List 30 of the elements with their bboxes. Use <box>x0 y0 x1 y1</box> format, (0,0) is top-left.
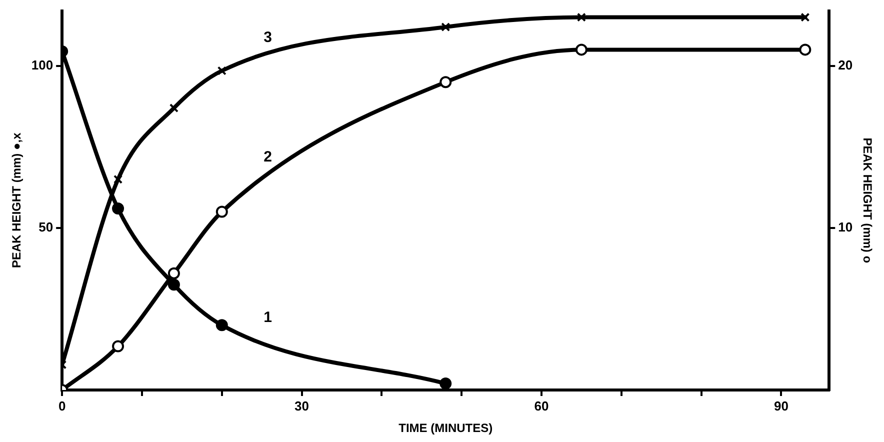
point <box>800 12 810 22</box>
y-tick-label: 50 <box>38 220 54 235</box>
x-tick-label: 0 <box>58 398 66 414</box>
y-axis-title: PEAK HEIGHT (mm) ●,x <box>10 132 24 268</box>
x-tick-label: 60 <box>534 398 549 414</box>
point <box>217 66 226 76</box>
y2-axis-title: PEAK HEIGHT (mm) o <box>860 138 874 264</box>
point <box>169 103 178 113</box>
point <box>112 202 124 215</box>
point <box>112 340 124 352</box>
point <box>168 267 180 280</box>
x-tick-label: 30 <box>294 398 310 414</box>
point <box>168 278 180 291</box>
point <box>440 378 452 390</box>
x-tick-label: 90 <box>774 398 788 414</box>
series-label: 3 <box>264 28 272 46</box>
point <box>216 206 228 218</box>
point <box>113 174 123 184</box>
y-tick-label: 100 <box>31 57 54 72</box>
point <box>440 76 452 88</box>
y2-tick-label: 20 <box>838 57 853 72</box>
point <box>216 319 228 332</box>
series-label: 1 <box>264 308 272 326</box>
point <box>799 44 812 56</box>
point <box>441 22 450 32</box>
point <box>576 12 586 22</box>
point <box>575 44 588 56</box>
y2-tick-label: 10 <box>838 220 853 235</box>
series-label: 2 <box>264 148 272 166</box>
x-axis-title: TIME (MINUTES) <box>398 421 493 436</box>
